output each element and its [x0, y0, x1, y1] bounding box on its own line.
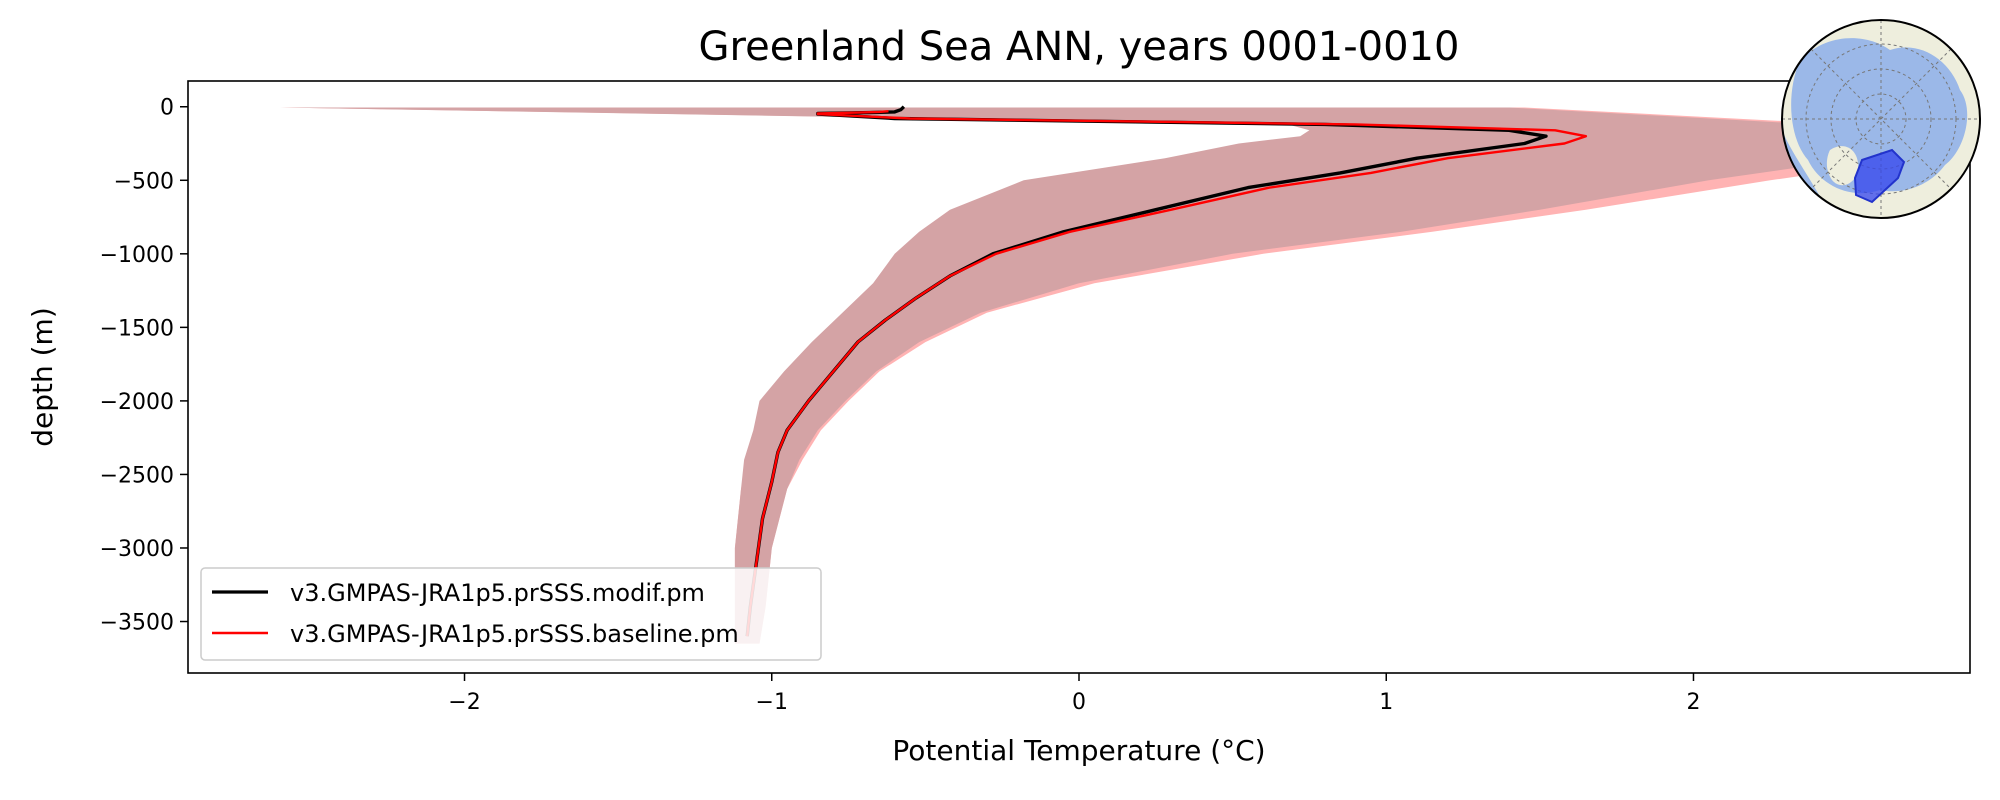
- legend-label-modif: v3.GMPAS-JRA1p5.prSSS.modif.pm: [290, 579, 705, 607]
- y-tick-label: −2500: [100, 463, 174, 488]
- x-axis-label: Potential Temperature (°C): [892, 734, 1265, 767]
- inset-region-map: [1781, 19, 1981, 219]
- map-greenland-sea-region: [1853, 148, 1906, 204]
- y-tick-label: −1000: [100, 243, 174, 268]
- map-land-greenland: [1826, 146, 1859, 186]
- series-line-1: [746, 110, 1588, 637]
- y-tick-label: −500: [114, 169, 174, 194]
- shaded-range-1: [280, 107, 1940, 644]
- y-tick-label: −3500: [100, 611, 174, 636]
- x-tick-label: 1: [1379, 690, 1393, 715]
- shaded-range-layer: [280, 107, 1970, 644]
- map-border: [1781, 19, 1981, 219]
- y-tick-label: −2000: [100, 390, 174, 415]
- legend-box: [200, 567, 822, 661]
- legend-label-baseline: v3.GMPAS-JRA1p5.prSSS.baseline.pm: [290, 620, 739, 648]
- map-graticule: [1782, 20, 1980, 218]
- x-tick-label: −1: [756, 690, 788, 715]
- y-axis-label: depth (m): [26, 307, 59, 447]
- x-tick-label: 0: [1072, 690, 1086, 715]
- chart-title: Greenland Sea ANN, years 0001-0010: [699, 24, 1460, 70]
- series-line-layer: [745, 105, 1588, 637]
- x-axis: −2 −1 0 1 2: [448, 673, 1700, 715]
- y-tick-label: −3000: [100, 537, 174, 562]
- legend: v3.GMPAS-JRA1p5.prSSS.modif.pm v3.GMPAS-…: [200, 567, 822, 661]
- y-tick-label: −1500: [100, 316, 174, 341]
- x-tick-label: 2: [1686, 690, 1700, 715]
- y-tick-label: 0: [160, 96, 174, 121]
- y-axis: 0 −500 −1000 −1500 −2000 −2500 −3000 −3500: [100, 96, 188, 636]
- x-tick-label: −2: [448, 690, 480, 715]
